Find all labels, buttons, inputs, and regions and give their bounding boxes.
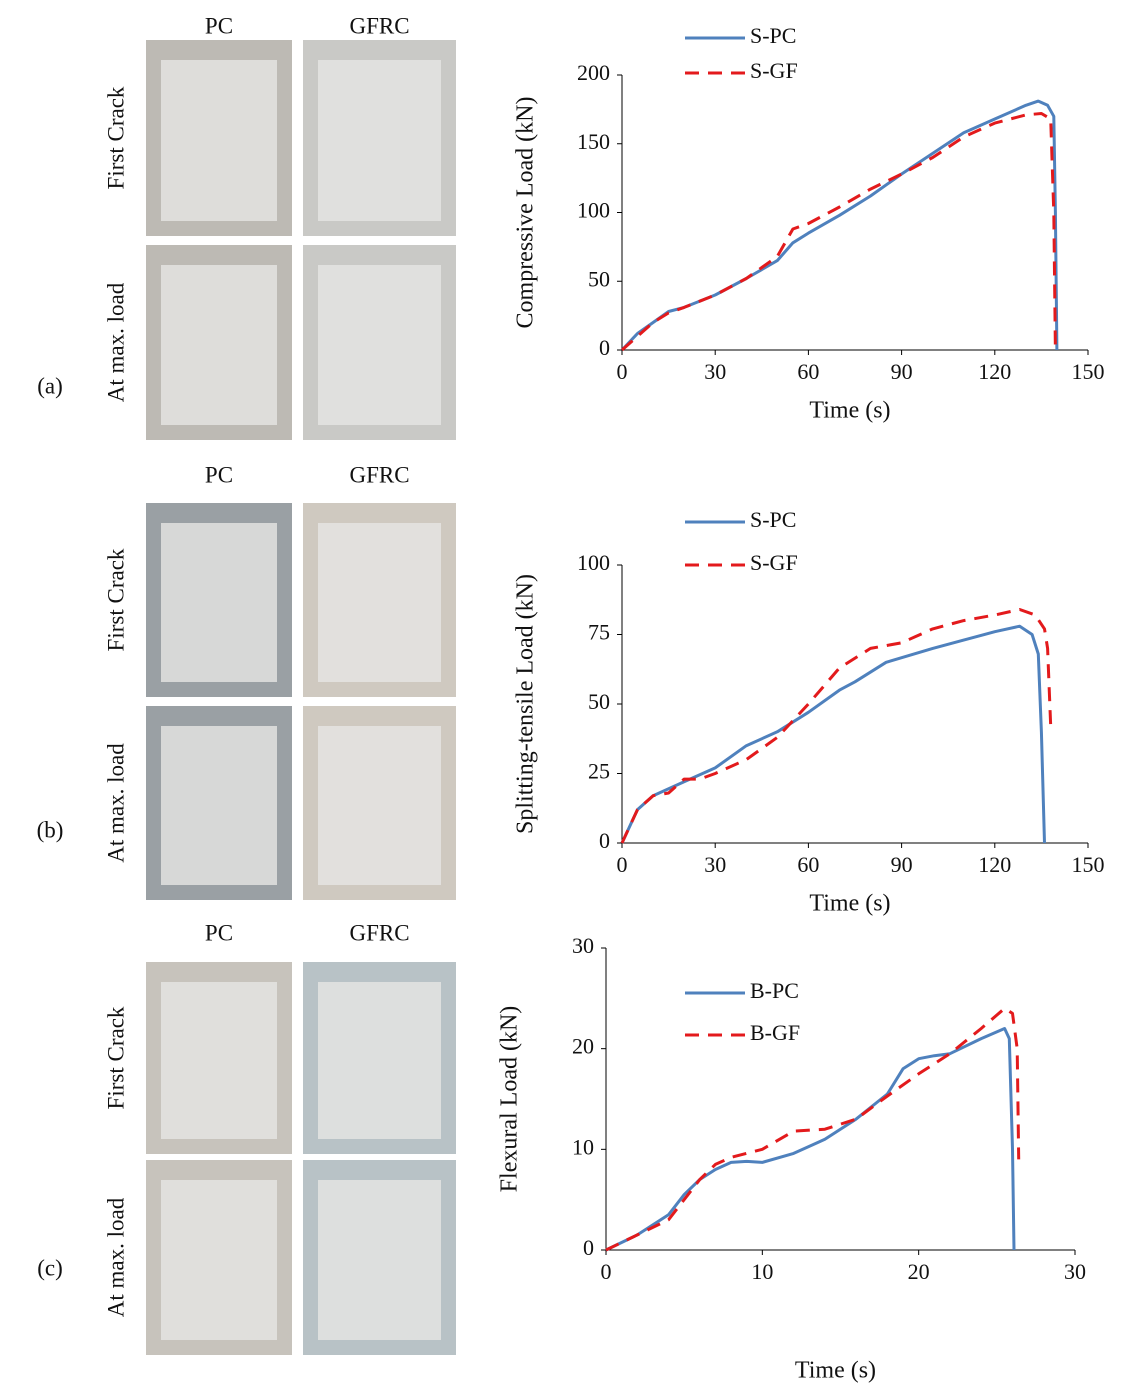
photo-specimen [318,726,441,885]
y-tick-label: 10 [572,1134,594,1159]
row-label: First Crack [103,1006,128,1109]
column-label: PC [205,13,233,38]
y-tick-label: 150 [577,129,610,154]
column-label: GFRC [349,462,409,487]
x-tick-label: 60 [797,852,819,877]
panel-label: (b) [37,817,64,842]
y-axis-title: Splitting-tensile Load (kN) [513,574,539,834]
series-line [605,1027,1016,1252]
series-line [621,112,1057,352]
photo-specimen [318,523,441,682]
column-label: GFRC [349,920,409,945]
y-tick-label: 200 [577,60,610,85]
x-tick-label: 120 [978,359,1011,384]
row-label: At max. load [103,1197,128,1317]
photo-specimen [318,265,441,425]
legend-label: B-GF [750,1020,800,1045]
legend-label: S-GF [750,58,798,83]
x-axis-title: Time (s) [795,1358,876,1384]
y-tick-label: 100 [577,198,610,223]
panel-label: (c) [37,1255,63,1280]
y-tick-label: 30 [572,933,594,958]
panel-label: (a) [37,373,63,398]
x-axis-title: Time (s) [809,398,890,424]
x-tick-label: 10 [751,1259,773,1284]
column-label: PC [205,920,233,945]
legend-label: S-PC [750,23,796,48]
series-line [620,99,1059,352]
y-tick-label: 50 [588,689,610,714]
photo-specimen [161,982,277,1139]
legend-label: B-PC [750,978,799,1003]
series-line [620,608,1053,844]
x-tick-label: 150 [1072,852,1105,877]
photo-specimen [161,726,277,885]
y-tick-label: 20 [572,1034,594,1059]
x-tick-label: 120 [978,852,1011,877]
row-label: At max. load [103,282,128,402]
row-label: First Crack [103,86,128,189]
x-tick-label: 30 [1064,1259,1086,1284]
photo-specimen [318,1180,441,1340]
x-tick-label: 90 [891,852,913,877]
x-tick-label: 30 [704,359,726,384]
photo-specimen [161,523,277,682]
x-tick-label: 0 [617,852,628,877]
x-axis-title: Time (s) [809,891,890,917]
legend-label: S-PC [750,507,796,532]
row-label: First Crack [103,548,128,651]
column-label: PC [205,462,233,487]
y-tick-label: 25 [588,759,610,784]
y-axis-title: Compressive Load (kN) [513,97,539,329]
x-tick-label: 150 [1072,359,1105,384]
series-line [620,624,1046,844]
row-label: At max. load [103,743,128,863]
photo-specimen [161,1180,277,1340]
x-tick-label: 0 [601,1259,612,1284]
y-tick-label: 0 [599,335,610,360]
photo-specimen [318,982,441,1139]
y-tick-label: 50 [588,266,610,291]
x-tick-label: 30 [704,852,726,877]
photo-specimen [318,60,441,221]
y-tick-label: 100 [577,550,610,575]
y-tick-label: 75 [588,620,610,645]
photo-specimen [161,265,277,425]
photo-specimen [161,60,277,221]
y-tick-label: 0 [583,1235,594,1260]
y-tick-label: 0 [599,828,610,853]
column-label: GFRC [349,13,409,38]
legend-label: S-GF [750,550,798,575]
y-axis-title: Flexural Load (kN) [497,1006,523,1193]
x-tick-label: 60 [797,359,819,384]
x-tick-label: 20 [908,1259,930,1284]
x-tick-label: 0 [617,359,628,384]
x-tick-label: 90 [891,359,913,384]
